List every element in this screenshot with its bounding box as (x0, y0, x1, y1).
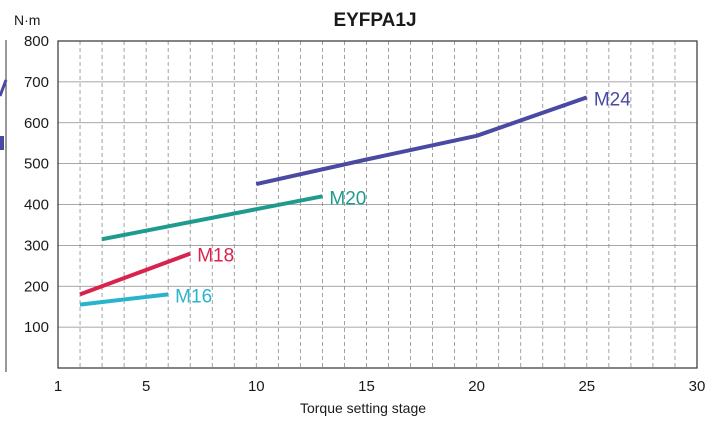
y-tick-label: 300 (24, 237, 49, 254)
y-tick-label: 600 (24, 115, 49, 132)
plot-frame (57, 40, 698, 369)
x-tick-label: 30 (689, 378, 706, 395)
y-tick-label: 700 (24, 74, 49, 91)
series-line-m24 (255, 95, 588, 187)
series-line-m16 (79, 292, 169, 307)
x-tick-label: 1 (54, 378, 62, 395)
x-tick-label: 25 (578, 378, 595, 395)
series-lines: M24 M20 M18 M16 (79, 89, 631, 307)
x-tick-labels: 1 5 10 15 20 25 30 (54, 378, 706, 395)
x-tick-label: 20 (468, 378, 485, 395)
x-axis-label: Torque setting stage (300, 400, 426, 416)
y-tick-label: 500 (24, 156, 49, 173)
y-tick-label: 200 (24, 278, 49, 295)
series-label-m24: M24 (594, 89, 631, 110)
x-tick-label: 10 (248, 378, 265, 395)
grid-lines (58, 41, 697, 368)
x-tick-label: 5 (142, 378, 150, 395)
y-tick-labels: 100 200 300 400 500 600 700 800 (24, 33, 49, 336)
y-tick-label: 800 (24, 33, 49, 50)
series-label-m18: M18 (197, 246, 234, 267)
y-tick-label: 400 (24, 197, 49, 214)
adjacent-chart-fragment (0, 40, 8, 372)
series-label-m16: M16 (175, 286, 212, 307)
series-line-m18 (79, 251, 191, 297)
y-tick-label: 100 (24, 319, 49, 336)
y-unit-label: N·m (14, 12, 40, 28)
chart-title: EYFPA1J (333, 10, 416, 31)
x-tick-label: 15 (358, 378, 375, 395)
series-line-m20 (101, 194, 323, 242)
series-label-m20: M20 (329, 188, 366, 209)
